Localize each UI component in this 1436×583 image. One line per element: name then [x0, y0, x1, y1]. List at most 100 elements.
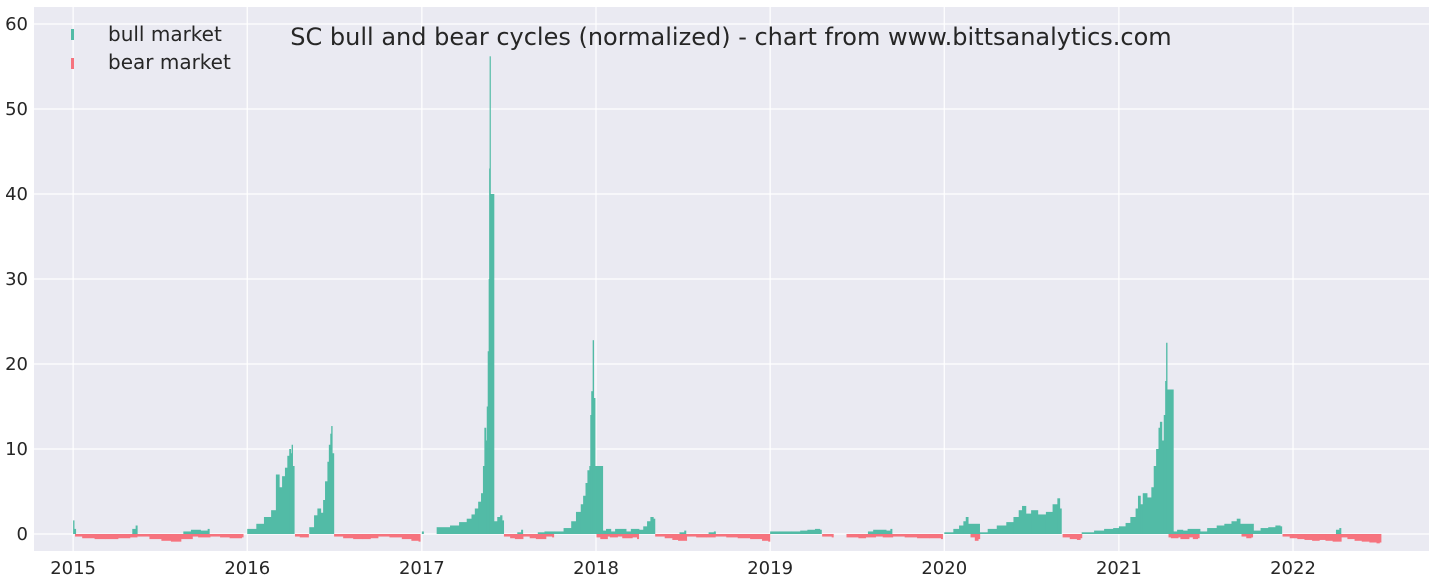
- bear-bar: [917, 534, 930, 539]
- bear-bar: [299, 534, 308, 538]
- bull-bar: [291, 444, 293, 534]
- bull-bar: [1037, 514, 1047, 534]
- bear-bar: [552, 534, 555, 538]
- bull-bar: [1031, 510, 1039, 534]
- bull-bar: [290, 453, 293, 534]
- x-axis: 2015 2016 2017 2018 2019 2020 2021 2022: [50, 558, 1316, 579]
- bull-bar: [1153, 466, 1157, 534]
- bull-bar: [679, 532, 685, 534]
- x-tick-label: 2022: [1270, 558, 1316, 579]
- bull-bar: [1013, 517, 1020, 534]
- bull-bar: [819, 529, 822, 534]
- bear-bar: [882, 534, 894, 538]
- bull-bar: [500, 515, 503, 534]
- bear-bar: [514, 534, 524, 540]
- bull-bar: [317, 508, 322, 534]
- bear-bar: [1347, 534, 1355, 540]
- bull-bar: [779, 531, 793, 534]
- bull-bar: [331, 426, 333, 534]
- bull-bar: [485, 440, 488, 534]
- bear-bar: [1282, 534, 1291, 537]
- bull-bar: [959, 525, 964, 534]
- bull-bar: [292, 466, 295, 534]
- bear-bar: [1297, 534, 1305, 540]
- bear-bar: [418, 534, 421, 542]
- bull-bar: [1135, 508, 1139, 534]
- bear-bar: [1332, 534, 1342, 542]
- bear-bar: [1168, 534, 1172, 538]
- bear-bar: [1180, 534, 1190, 540]
- bull-bar: [490, 194, 495, 534]
- bull-bar: [1025, 513, 1032, 534]
- bear-bar: [664, 534, 673, 539]
- bear-bar: [180, 534, 193, 540]
- bear-bar: [768, 534, 771, 542]
- x-tick-label: 2016: [224, 558, 270, 579]
- bear-bar: [117, 534, 131, 539]
- bull-bar: [1006, 522, 1014, 534]
- bull-bar: [482, 466, 485, 534]
- legend: bull market bear market: [71, 22, 231, 74]
- bull-bar: [484, 427, 487, 534]
- bear-bar: [875, 534, 884, 537]
- bull-bar: [1163, 415, 1166, 534]
- y-tick-label: 10: [5, 439, 28, 460]
- bull-bar: [481, 493, 484, 534]
- bull-bar: [183, 531, 192, 534]
- bull-bar: [332, 453, 335, 534]
- bull-bar: [1059, 508, 1062, 534]
- bear-bar: [1178, 534, 1181, 538]
- bear-bar: [970, 534, 976, 538]
- y-axis: 0 10 20 30 40 50 60: [5, 14, 28, 545]
- bear-bar: [137, 534, 150, 537]
- bull-bar: [537, 532, 545, 534]
- bull-bar: [563, 528, 572, 534]
- bear-bar: [210, 534, 221, 537]
- bull-bar: [73, 520, 75, 534]
- bull-bar: [1177, 529, 1184, 534]
- bear-bar: [831, 534, 834, 538]
- bull-bar: [1275, 525, 1281, 534]
- bear-bar: [637, 534, 640, 540]
- bull-bar: [207, 528, 210, 534]
- bull-bar: [626, 531, 632, 534]
- bear-bar: [1369, 534, 1377, 543]
- bull-bar: [493, 521, 498, 534]
- bull-bar: [459, 522, 468, 534]
- bull-bar: [630, 528, 640, 534]
- bull-bar: [1167, 389, 1174, 534]
- x-tick-label: 2015: [50, 558, 96, 579]
- bull-bar: [502, 520, 505, 534]
- bull-bar: [1159, 421, 1163, 534]
- bull-bar: [987, 528, 998, 534]
- bull-bar: [1052, 504, 1058, 534]
- bear-bar: [192, 534, 199, 537]
- bear-bar: [940, 534, 943, 540]
- grid: [34, 7, 1429, 551]
- bull-bar: [615, 528, 627, 534]
- x-tick-label: 2021: [1096, 558, 1142, 579]
- bull-bar: [471, 514, 476, 534]
- bull-bar: [478, 501, 482, 534]
- bull-bar: [800, 530, 808, 534]
- bull-bar: [263, 517, 272, 534]
- bull-bar: [287, 455, 290, 534]
- bull-bar: [979, 532, 989, 534]
- bull-bar: [638, 529, 644, 534]
- chart-title: SC bull and bear cycles (normalized) - c…: [290, 23, 1171, 51]
- bull-bar: [965, 517, 969, 534]
- bear-bar: [1379, 534, 1382, 543]
- bear-bar: [929, 534, 942, 539]
- x-tick-label: 2018: [573, 558, 619, 579]
- bull-bar: [886, 530, 891, 534]
- bull-bar: [1187, 528, 1201, 534]
- bull-bar: [1147, 497, 1152, 534]
- bull-bar: [132, 528, 137, 534]
- bull-bar: [713, 531, 716, 534]
- bear-bar: [510, 534, 516, 539]
- bull-bar: [289, 449, 292, 534]
- bull-bar: [1173, 531, 1178, 534]
- bear-bar: [1080, 534, 1083, 539]
- bull-bar: [1216, 525, 1225, 534]
